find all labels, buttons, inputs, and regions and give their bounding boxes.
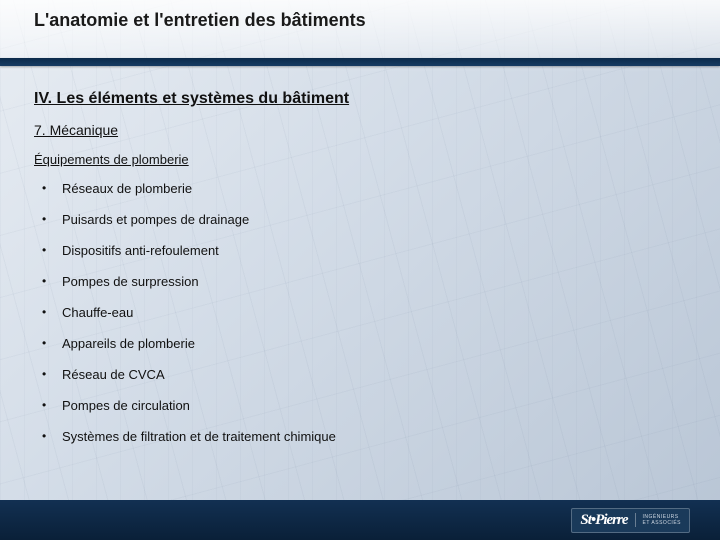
list-item: Réseaux de plomberie	[38, 181, 680, 196]
content-area: IV. Les éléments et systèmes du bâtiment…	[34, 90, 680, 460]
section-heading: IV. Les éléments et systèmes du bâtiment	[34, 90, 680, 108]
footer-bar: St•Pierre INGÉNIEURS ET ASSOCIÉS	[0, 500, 720, 540]
list-item: Dispositifs anti-refoulement	[38, 243, 680, 258]
list-item: Chauffe-eau	[38, 305, 680, 320]
list-item: Réseau de CVCA	[38, 367, 680, 382]
group-heading: Équipements de plomberie	[34, 152, 680, 167]
bullet-list: Réseaux de plomberie Puisards et pompes …	[38, 181, 680, 444]
logo: St•Pierre INGÉNIEURS ET ASSOCIÉS	[571, 508, 690, 533]
logo-divider	[635, 513, 636, 527]
slide: L'anatomie et l'entretien des bâtiments …	[0, 0, 720, 540]
logo-subtext: INGÉNIEURS ET ASSOCIÉS	[643, 514, 681, 526]
list-item: Puisards et pompes de drainage	[38, 212, 680, 227]
list-item: Pompes de circulation	[38, 398, 680, 413]
slide-title: L'anatomie et l'entretien des bâtiments	[34, 10, 366, 31]
sub-heading: 7. Mécanique	[34, 122, 680, 138]
list-item: Appareils de plomberie	[38, 336, 680, 351]
list-item: Systèmes de filtration et de traitement …	[38, 429, 680, 444]
list-item: Pompes de surpression	[38, 274, 680, 289]
logo-mark: St•Pierre	[580, 512, 627, 529]
accent-bar	[0, 58, 720, 66]
